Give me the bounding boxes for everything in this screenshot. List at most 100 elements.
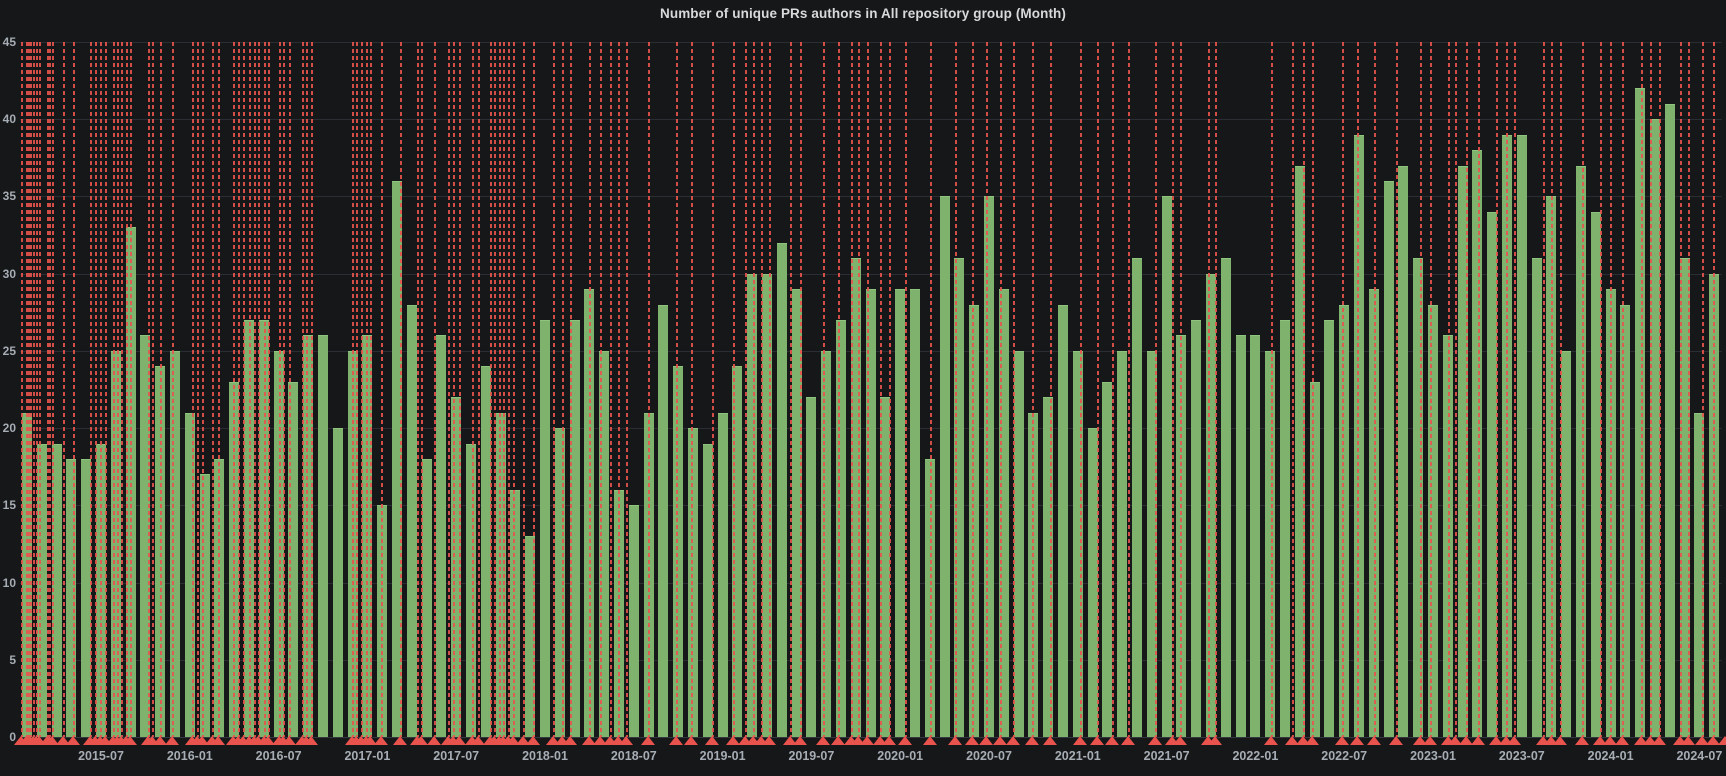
bar-2019-12[interactable] [880,397,891,737]
annotation-marker-icon-70[interactable] [582,736,596,745]
bar-2023-04[interactable] [1472,150,1483,737]
bar-2024-04[interactable] [1650,119,1660,737]
annotation-marker-icon-84[interactable] [783,736,797,745]
bar-2023-11[interactable] [1576,165,1586,737]
annotation-marker-icon-73[interactable] [611,736,625,745]
annotation-marker-icon-92[interactable] [882,736,896,745]
annotation-marker-icon-86[interactable] [816,736,830,745]
annotation-marker-icon-100[interactable] [1025,736,1039,745]
annotation-marker-icon-82[interactable] [754,736,768,745]
bar-2017-07[interactable] [451,397,462,737]
annotation-marker-icon-108[interactable] [1173,736,1187,745]
bar-2019-10[interactable] [850,258,861,737]
bar-2020-04[interactable] [939,196,950,737]
annotation-marker-icon-114[interactable] [1305,736,1319,745]
bar-2016-01[interactable] [184,412,195,737]
bar-2017-03[interactable] [392,181,402,737]
annotation-marker-icon-106[interactable] [1148,736,1162,745]
annotation-marker-icon-132[interactable] [1593,736,1607,745]
bar-2020-09[interactable] [1013,350,1024,737]
annotation-marker-icon-15[interactable] [98,736,112,745]
bar-2019-03[interactable] [747,273,758,737]
annotation-marker-icon-65[interactable] [516,736,530,745]
bar-2016-02[interactable] [199,474,210,737]
bar-2019-08[interactable] [821,350,832,737]
annotation-marker-icon-128[interactable] [1536,736,1550,745]
annotation-marker-icon-77[interactable] [684,736,698,745]
bar-2016-11[interactable] [332,428,343,737]
annotation-marker-icon-50[interactable] [393,736,407,745]
bar-2021-06[interactable] [1146,350,1157,737]
annotation-marker-icon-6[interactable] [32,736,46,745]
annotation-marker-icon-135[interactable] [1634,736,1648,745]
annotation-marker-icon-127[interactable] [1507,736,1521,745]
bar-2018-07[interactable] [628,505,639,737]
bar-2020-06[interactable] [969,304,980,737]
bar-2023-03[interactable] [1457,165,1468,737]
bar-2024-03[interactable] [1635,88,1646,737]
annotation-marker-icon-115[interactable] [1335,736,1349,745]
annotation-marker-icon-91[interactable] [873,736,887,745]
bar-2019-01[interactable] [717,412,728,737]
annotation-marker-icon-64[interactable] [506,736,520,745]
annotation-marker-icon-9[interactable] [45,736,59,745]
bar-2023-10[interactable] [1561,350,1572,737]
bar-2015-04[interactable] [51,443,62,737]
annotation-marker-icon-72[interactable] [603,736,617,745]
annotation-marker-icon-66[interactable] [526,736,540,745]
annotation-marker-icon-111[interactable] [1264,736,1278,745]
bar-2015-05[interactable] [66,459,77,737]
bar-2020-11[interactable] [1043,397,1054,737]
annotation-marker-icon-48[interactable] [363,736,377,745]
bar-2019-09[interactable] [836,320,846,737]
annotation-marker-icon-24[interactable] [165,736,179,745]
annotation-marker-icon-53[interactable] [427,736,441,745]
annotation-marker-icon-83[interactable] [762,736,776,745]
bar-2017-04[interactable] [406,304,417,737]
annotation-marker-icon-27[interactable] [195,736,209,745]
bar-2021-05[interactable] [1132,258,1142,737]
bar-2024-05[interactable] [1664,103,1675,737]
annotation-marker-icon-119[interactable] [1413,736,1427,745]
bar-2022-01[interactable] [1250,335,1261,737]
annotation-marker-icon-89[interactable] [851,736,865,745]
annotation-marker-icon-139[interactable] [1681,736,1695,745]
bar-2018-12[interactable] [702,443,713,737]
annotation-marker-icon-52[interactable] [414,736,428,745]
annotation-marker-icon-110[interactable] [1208,736,1222,745]
annotation-marker-icon-71[interactable] [593,736,607,745]
annotation-marker-icon-56[interactable] [452,736,466,745]
bar-2020-02[interactable] [910,289,920,737]
annotation-marker-icon-133[interactable] [1603,736,1617,745]
bar-2019-06[interactable] [791,289,802,737]
annotation-marker-icon-68[interactable] [555,736,569,745]
annotation-marker-icon-118[interactable] [1389,736,1403,745]
annotation-marker-icon-131[interactable] [1575,736,1589,745]
annotation-marker-icon-123[interactable] [1459,736,1473,745]
bar-2019-11[interactable] [865,289,876,737]
bar-2019-07[interactable] [806,397,817,737]
annotation-marker-icon-40[interactable] [282,736,296,745]
bar-2017-05[interactable] [421,459,432,737]
annotation-marker-icon-124[interactable] [1471,736,1485,745]
bar-2019-05[interactable] [776,242,787,737]
bar-2018-03[interactable] [569,320,580,737]
bar-2022-03[interactable] [1280,320,1290,737]
bar-2024-02[interactable] [1620,304,1631,737]
bar-2015-10[interactable] [140,335,151,737]
bar-2017-08[interactable] [466,443,476,737]
annotation-marker-icon-113[interactable] [1296,736,1310,745]
bar-2018-05[interactable] [599,350,610,737]
bar-2017-06[interactable] [436,335,447,737]
annotation-marker-icon-96[interactable] [965,736,979,745]
annotation-marker-icon-140[interactable] [1695,736,1709,745]
annotation-marker-icon-104[interactable] [1105,736,1119,745]
annotation-marker-icon-136[interactable] [1643,736,1657,745]
bar-2021-11[interactable] [1220,258,1231,737]
annotation-marker-icon-98[interactable] [993,736,1007,745]
annotation-marker-icon-125[interactable] [1489,736,1503,745]
bar-2016-08[interactable] [288,381,299,737]
bar-2015-03[interactable] [36,443,47,737]
bar-2023-12[interactable] [1590,211,1601,737]
bar-2021-07[interactable] [1161,196,1172,737]
